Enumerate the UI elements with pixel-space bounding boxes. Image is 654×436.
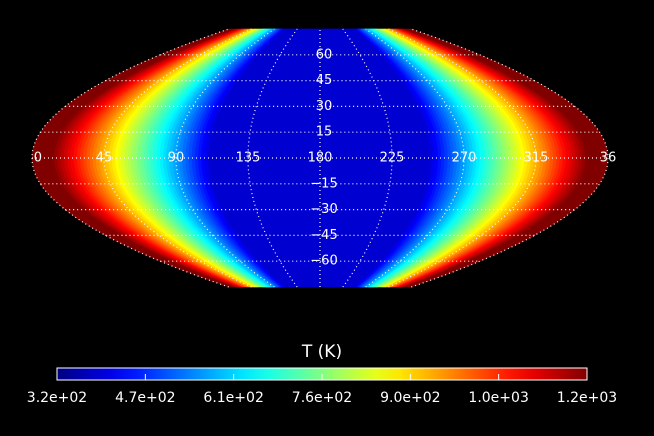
colorbar-tick-label: 4.7e+02 <box>115 390 175 406</box>
colorbar-tick-label: 6.1e+02 <box>203 390 263 406</box>
meridian <box>388 28 537 288</box>
colorbar-tick-label: 1.2e+03 <box>557 390 617 406</box>
colorbar-tick-label: 3.2e+02 <box>27 390 87 406</box>
graticule <box>31 28 609 288</box>
latitude-label: 15 <box>316 125 333 140</box>
longitude-label: 315 <box>524 151 549 166</box>
colorbar-ticks: 3.2e+02 4.7e+02 6.1e+02 7.6e+02 9.0e+02 1.0e+… <box>27 374 617 406</box>
latitude-label: 30 <box>316 99 333 114</box>
longitude-label: 45 <box>96 151 113 166</box>
field-band <box>410 28 609 288</box>
colorbar-tick-label: 1.0e+03 <box>468 390 528 406</box>
temperature-field <box>31 28 609 288</box>
latitude-label: 60 <box>316 47 333 62</box>
colorbar-tick-label: 7.6e+02 <box>292 390 352 406</box>
longitude-label: 225 <box>380 151 405 166</box>
latitude-label: −45 <box>310 228 337 243</box>
colorbar-tick-label: 9.0e+02 <box>380 390 440 406</box>
latitude-label: −30 <box>310 202 337 217</box>
meridian <box>365 28 465 288</box>
longitude-label: 90 <box>168 151 185 166</box>
longitude-label: 36 <box>600 151 617 166</box>
graticule-labels: 0 45 90 135 180 225 270 315 36 60 45 30 15 −15 −30 −45 −… <box>34 47 617 268</box>
latitude-label: −15 <box>310 176 337 191</box>
latitude-label: 45 <box>316 73 333 88</box>
meridian <box>342 28 393 288</box>
longitude-label: 0 <box>34 151 42 166</box>
longitude-label: 180 <box>308 151 333 166</box>
longitude-label: 135 <box>236 151 261 166</box>
latitude-label: −60 <box>310 254 337 269</box>
colorbar-title: T (K) <box>301 342 342 362</box>
longitude-label: 270 <box>452 151 477 166</box>
